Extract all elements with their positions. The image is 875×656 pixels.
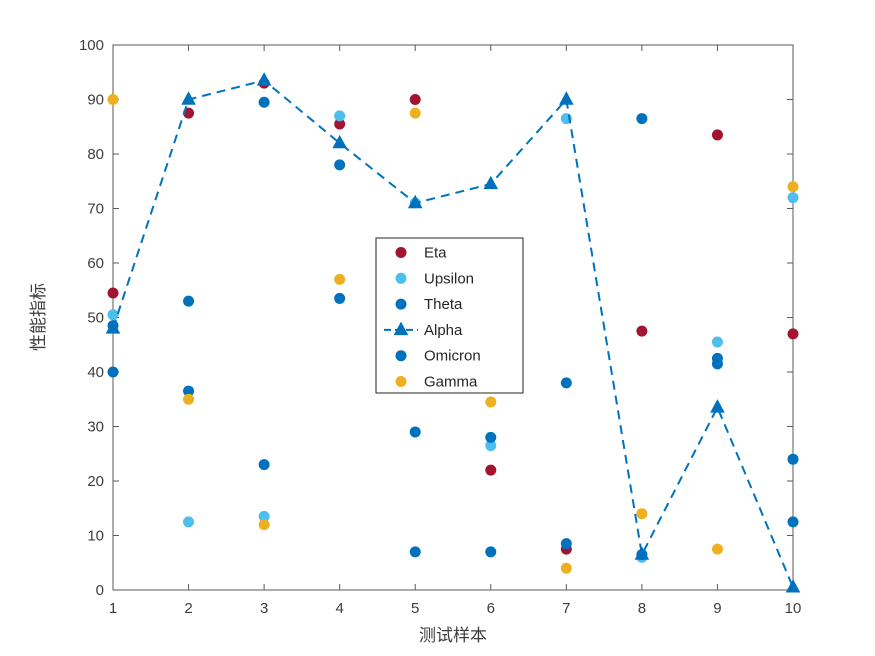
triangle-marker	[407, 194, 423, 209]
y-tick-label: 100	[79, 37, 104, 54]
legend-marker	[395, 376, 407, 387]
data-point-gamma	[107, 94, 119, 105]
triangle-marker	[559, 91, 574, 105]
data-point-upsilon	[183, 516, 195, 528]
data-point-theta	[183, 295, 195, 307]
data-point-gamma	[787, 181, 799, 193]
data-point-theta	[787, 453, 799, 465]
data-point-eta	[711, 129, 723, 141]
x-tick-label: 7	[562, 600, 570, 617]
data-point-gamma	[636, 508, 648, 520]
data-point-theta	[334, 159, 346, 171]
data-point-eta	[787, 328, 799, 340]
data-point-omicron	[636, 549, 648, 561]
data-point-theta	[409, 426, 421, 438]
legend-entry-theta: Theta	[424, 296, 463, 313]
x-tick-label: 3	[260, 600, 268, 617]
data-point-theta	[560, 377, 572, 389]
x-tick-label: 2	[184, 600, 192, 617]
triangle-marker	[256, 72, 272, 86]
data-point-gamma	[485, 396, 497, 408]
legend-marker	[395, 298, 407, 310]
y-axis-label: 性能指标	[29, 283, 48, 351]
data-point-gamma	[560, 562, 572, 574]
triangle-marker	[710, 399, 725, 413]
data-point-eta	[334, 118, 346, 130]
data-point-upsilon	[258, 510, 270, 522]
data-point-eta	[409, 94, 421, 105]
y-tick-label: 0	[96, 582, 104, 599]
triangle-marker	[332, 134, 347, 149]
data-point-upsilon	[107, 309, 119, 321]
data-point-eta	[485, 464, 497, 476]
series-line-alpha	[112, 79, 794, 588]
data-point-omicron	[107, 366, 119, 378]
x-tick-label: 10	[785, 600, 802, 617]
x-tick-label: 6	[487, 600, 495, 617]
data-point-upsilon	[485, 440, 497, 452]
triangle-marker	[483, 175, 499, 190]
legend-entry-eta: Eta	[424, 245, 447, 262]
y-tick-label: 80	[87, 146, 104, 163]
data-point-gamma	[258, 519, 270, 531]
triangle-marker	[105, 320, 121, 334]
y-tick-label: 40	[87, 364, 104, 381]
data-point-eta	[636, 325, 648, 337]
data-point-omicron	[711, 352, 723, 364]
data-point-theta	[485, 431, 497, 443]
y-tick-label: 70	[87, 201, 104, 218]
data-point-gamma	[409, 107, 421, 119]
data-point-eta	[107, 287, 119, 299]
triangle-marker	[181, 91, 196, 105]
data-point-omicron	[485, 546, 497, 558]
legend-box	[375, 237, 524, 394]
data-point-omicron	[183, 385, 195, 397]
y-tick-label: 30	[87, 419, 104, 436]
x-tick-label: 9	[713, 600, 721, 617]
data-point-upsilon	[334, 110, 346, 122]
legend-entry-gamma: Gamma	[424, 374, 478, 391]
legend-entry-omicron: Omicron	[424, 348, 481, 365]
x-axis-label: 测试样本	[419, 626, 487, 645]
data-point-gamma	[711, 543, 723, 555]
data-point-theta	[258, 96, 270, 108]
y-tick-label: 20	[87, 473, 104, 490]
data-point-upsilon	[787, 192, 799, 204]
triangle-marker	[393, 321, 409, 336]
legend: Eta Upsilon Theta Alpha Omicron Gamma	[375, 237, 524, 394]
data-point-omicron	[258, 459, 270, 471]
legend-marker	[395, 272, 407, 284]
data-point-omicron	[409, 546, 421, 558]
x-tick-label: 5	[411, 600, 419, 617]
legend-marker	[395, 350, 407, 362]
x-tick-label: 1	[109, 600, 117, 617]
data-point-theta	[636, 113, 648, 125]
data-point-upsilon	[711, 336, 723, 348]
x-tick-label: 4	[335, 600, 343, 617]
data-point-gamma	[334, 273, 346, 285]
triangle-marker	[785, 579, 801, 593]
data-point-omicron	[560, 538, 572, 550]
x-tick-label: 8	[638, 600, 646, 617]
legend-entry-upsilon: Upsilon	[424, 270, 474, 287]
y-tick-label: 10	[87, 528, 104, 545]
y-tick-label: 50	[87, 310, 104, 327]
legend-marker	[395, 247, 407, 258]
data-point-omicron	[787, 516, 799, 528]
y-tick-label: 90	[87, 92, 104, 109]
data-point-gamma	[183, 393, 195, 405]
legend-entry-alpha: Alpha	[424, 322, 463, 339]
y-tick-label: 60	[87, 255, 104, 272]
data-point-omicron	[334, 292, 346, 304]
